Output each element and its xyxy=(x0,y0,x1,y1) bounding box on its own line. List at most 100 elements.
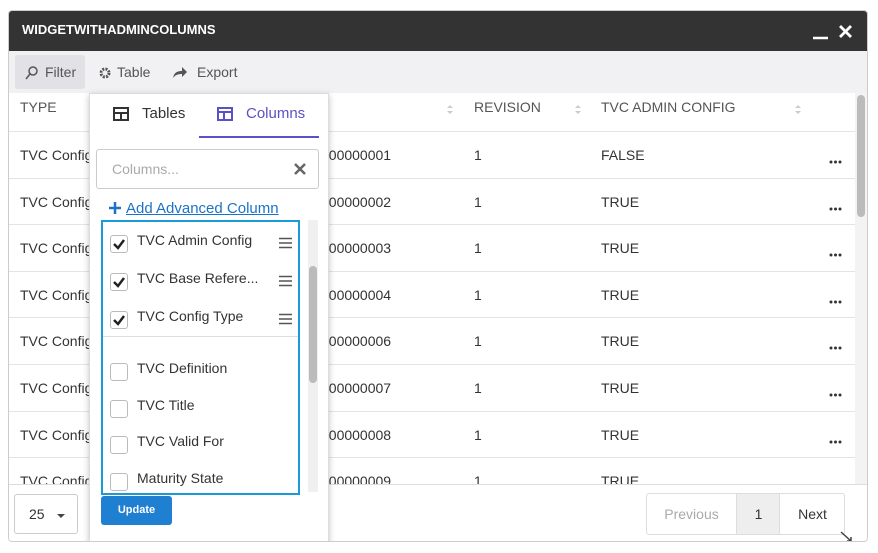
column-item: TVC Admin Config xyxy=(137,232,253,248)
row-actions[interactable] xyxy=(829,292,843,304)
table-cell: TVC Config xyxy=(20,193,93,210)
table-cell: TRUE xyxy=(601,426,640,443)
table-cell: 000000003 xyxy=(321,240,392,257)
column-panel: Tables Columns Columns... Add Advanced C… xyxy=(89,93,329,541)
gear-icon xyxy=(99,67,111,79)
export-button[interactable]: Export xyxy=(197,64,238,80)
filter-bg xyxy=(15,55,85,89)
column-search[interactable]: Columns... xyxy=(96,149,319,189)
table-cell: 1 xyxy=(474,333,482,350)
column-item: TVC Base Refere... xyxy=(137,270,259,286)
page-size-select[interactable]: 25 xyxy=(14,494,78,534)
table-cell: 000000002 xyxy=(321,193,392,210)
filter-icon xyxy=(25,66,38,80)
list-scrollbar[interactable] xyxy=(308,220,318,492)
table-row[interactable]: TVC Config 000000006 1 TRUE xyxy=(9,317,855,364)
row-actions[interactable] xyxy=(829,432,843,444)
table-cell: 1 xyxy=(474,240,482,257)
resize-handle[interactable] xyxy=(839,530,853,542)
scroll-thumb[interactable] xyxy=(857,95,865,217)
page-button[interactable]: 1 xyxy=(736,494,780,534)
column-list: TVC Admin Config TVC Base Refere... TVC Co… xyxy=(101,220,300,495)
checkbox-checked[interactable] xyxy=(110,311,128,329)
table-cell: 1 xyxy=(474,193,482,210)
drag-handle[interactable] xyxy=(279,274,292,287)
table-scrollbar[interactable] xyxy=(855,93,867,484)
checkbox[interactable] xyxy=(110,399,128,418)
previous-button[interactable]: Previous xyxy=(664,506,719,522)
table-row[interactable]: TVC Config 000000002 1 TRUE xyxy=(9,177,855,225)
table-row[interactable]: TVC Config 000000007 1 TRUE xyxy=(9,364,855,411)
column-item: Maturity State xyxy=(137,470,224,487)
table-cell: TRUE xyxy=(601,333,640,350)
columns-tab[interactable]: Columns xyxy=(246,105,306,122)
add-column-link[interactable]: Add Advanced Column xyxy=(126,200,279,217)
table-cell: 000000001 xyxy=(321,147,392,163)
drag-handle[interactable] xyxy=(279,236,292,249)
column-item: TVC Title xyxy=(137,396,195,413)
row-actions[interactable] xyxy=(829,385,843,397)
plus-icon xyxy=(109,202,121,214)
checkbox-checked[interactable] xyxy=(110,235,128,253)
table-cell: TRUE xyxy=(601,240,640,257)
table-cell: 000000004 xyxy=(321,286,392,303)
caret xyxy=(57,514,66,518)
clear-icon[interactable] xyxy=(294,163,306,175)
table-cell: TVC Config xyxy=(20,240,93,257)
table-cell: TVC Config xyxy=(20,333,93,350)
window-controls[interactable] xyxy=(811,23,857,41)
column-item: TVC Definition xyxy=(137,360,228,376)
table-cell: FALSE xyxy=(601,147,645,163)
table-cell: 1 xyxy=(474,147,482,163)
columns-icon xyxy=(217,107,233,121)
table-cell: TVC Config xyxy=(20,380,93,396)
column-header[interactable]: TYPE xyxy=(20,99,57,115)
export-icon xyxy=(173,67,187,78)
column-header[interactable]: TVC ADMIN CONFIG xyxy=(601,99,736,115)
table-cell: TRUE xyxy=(601,286,640,303)
checkbox[interactable] xyxy=(110,436,128,455)
table-cell: 000000007 xyxy=(321,380,392,396)
next-button[interactable]: Next xyxy=(779,494,844,534)
sort-icons xyxy=(447,105,801,114)
tables-icon xyxy=(113,107,129,121)
checkbox-checked[interactable] xyxy=(110,273,128,291)
table-cell: 1 xyxy=(474,473,482,484)
table-row[interactable]: TVC Config 000000008 1 TRUE xyxy=(9,410,855,458)
column-header[interactable]: REVISION xyxy=(474,99,541,115)
table-button[interactable]: Table xyxy=(117,64,151,80)
widget-window: WIDGETWITHADMINCOLUMNS Filter Table Expo… xyxy=(8,10,868,542)
window-title: WIDGETWITHADMINCOLUMNS xyxy=(22,22,216,37)
table-header: TYPE REVISION TVC ADMIN CONFIG xyxy=(9,93,855,131)
table-row[interactable]: TVC Config 000000003 1 TRUE xyxy=(9,224,855,271)
table-cell: 000000009 xyxy=(321,473,392,484)
table-row[interactable]: TVC Config 000000004 1 TRUE xyxy=(9,270,855,318)
table-cell: 000000008 xyxy=(321,426,392,443)
tables-tab[interactable]: Tables xyxy=(142,105,186,122)
table-cell: 1 xyxy=(474,426,482,443)
filter-button[interactable]: Filter xyxy=(45,64,77,80)
table-body: TVC Config 000000001 1 FALSE TVC Config 00000… xyxy=(9,131,855,484)
toolbar: Filter Table Export xyxy=(9,51,867,93)
table-cell: TRUE xyxy=(601,473,640,484)
row-actions[interactable] xyxy=(829,152,843,164)
list-scroll-thumb[interactable] xyxy=(309,266,317,383)
separator xyxy=(103,336,298,337)
active-tab-underline xyxy=(199,136,319,138)
row-actions[interactable] xyxy=(829,199,843,211)
checkbox[interactable] xyxy=(110,363,128,381)
table-cell: TVC Config xyxy=(20,426,93,443)
checkbox[interactable] xyxy=(110,473,128,492)
row-actions[interactable] xyxy=(829,245,843,257)
table-cell: 000000006 xyxy=(321,333,392,350)
update-button[interactable]: Update xyxy=(101,496,172,525)
row-actions[interactable] xyxy=(829,338,843,350)
table-row[interactable]: TVC Config 000000001 1 FALSE xyxy=(9,131,855,178)
table-cell: TVC Config xyxy=(20,473,93,484)
table-cell: TRUE xyxy=(601,380,640,396)
table-row[interactable]: TVC Config 000000009 1 TRUE xyxy=(9,457,855,484)
drag-handle[interactable] xyxy=(279,312,292,325)
column-item: TVC Config Type xyxy=(137,308,244,324)
page-size: 25 xyxy=(29,506,45,522)
